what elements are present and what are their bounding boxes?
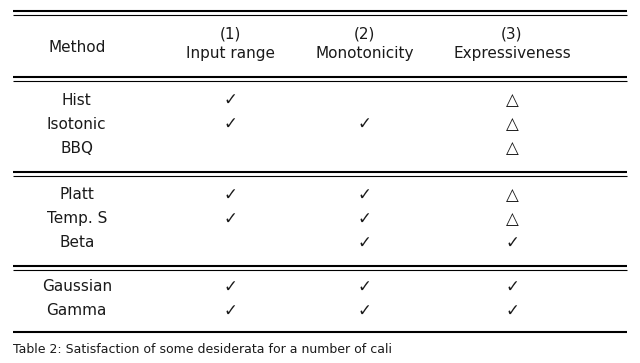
Text: ✓: ✓ [223,91,237,109]
Text: △: △ [506,91,518,109]
Text: (1): (1) [220,27,241,42]
Text: ✓: ✓ [505,301,519,319]
Text: ✓: ✓ [358,210,372,228]
Text: ✓: ✓ [358,115,372,133]
Text: Input range: Input range [186,46,275,61]
Text: Temp. S: Temp. S [47,211,107,227]
Text: BBQ: BBQ [60,140,93,156]
Text: ✓: ✓ [505,278,519,296]
Text: Gaussian: Gaussian [42,279,112,294]
Text: Isotonic: Isotonic [47,117,107,132]
Text: ✓: ✓ [223,278,237,296]
Text: Beta: Beta [59,235,95,250]
Text: ✓: ✓ [358,233,372,252]
Text: △: △ [506,115,518,133]
Text: ✓: ✓ [223,210,237,228]
Text: ✓: ✓ [358,278,372,296]
Text: ✓: ✓ [358,186,372,204]
Text: ✓: ✓ [223,301,237,319]
Text: ✓: ✓ [505,233,519,252]
Text: ✓: ✓ [223,115,237,133]
Text: △: △ [506,210,518,228]
Text: Gamma: Gamma [47,303,107,318]
Text: (2): (2) [354,27,376,42]
Text: ✓: ✓ [223,186,237,204]
Text: △: △ [506,186,518,204]
Text: Platt: Platt [60,187,94,203]
Text: Monotonicity: Monotonicity [316,46,414,61]
Text: ✓: ✓ [358,301,372,319]
Text: Expressiveness: Expressiveness [453,46,571,61]
Text: Table 2: Satisfaction of some desiderata for a number of cali: Table 2: Satisfaction of some desiderata… [13,343,392,356]
Text: Hist: Hist [62,93,92,108]
Text: Method: Method [48,40,106,55]
Text: (3): (3) [501,27,523,42]
Text: △: △ [506,139,518,157]
